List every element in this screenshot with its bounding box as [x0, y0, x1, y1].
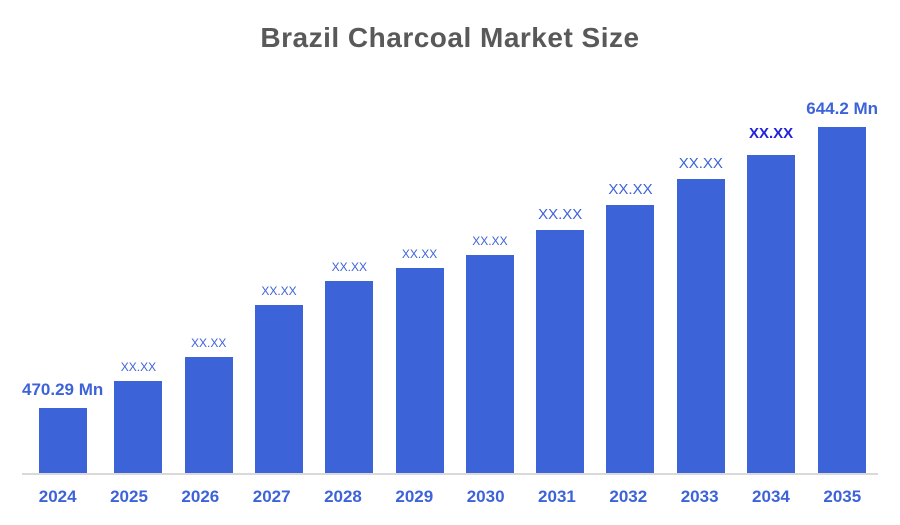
bar-value-label: XX.XX: [401, 246, 438, 261]
bar-column: XX.XX: [736, 124, 806, 473]
bar-value-label: XX.XX: [472, 233, 508, 248]
x-axis-label: 2031: [538, 487, 576, 506]
bar-column: XX.XX: [455, 233, 525, 473]
chart-title: Brazil Charcoal Market Size: [260, 22, 640, 53]
bar-value-label: XX.XX: [748, 124, 794, 142]
bar-column: 470.29 Mn: [22, 381, 103, 473]
bar-column: XX.XX: [314, 259, 384, 473]
x-axis-label: 2033: [680, 487, 719, 506]
bar-value-label: XX.XX: [120, 359, 157, 374]
x-axis-label: 2029: [395, 487, 434, 506]
x-axis-label: 2035: [823, 487, 862, 506]
bar-column: 644.2 Mn: [806, 100, 878, 473]
bar-value-label: XX.XX: [608, 180, 653, 198]
bar-column: XX.XX: [384, 246, 454, 473]
bar: [606, 205, 655, 473]
x-axis-line: [22, 473, 878, 475]
bar-column: XX.XX: [174, 335, 244, 473]
x-axis-label: 2026: [181, 487, 220, 506]
x-axis-label: 2034: [752, 487, 790, 506]
bar: [255, 305, 303, 473]
bar: [395, 268, 444, 473]
x-axis-labels: 2024 2025 2026 2027 2028 2029 2030 2031 2032 2033…: [22, 487, 878, 507]
bar: [747, 155, 796, 473]
bar: [465, 255, 514, 473]
bar-value-label: XX.XX: [678, 154, 723, 172]
bar: [184, 357, 233, 473]
bar-value-label: XX.XX: [331, 259, 367, 274]
bar: [38, 408, 87, 473]
bar: [114, 381, 163, 473]
bar-value-label: XX.XX: [191, 335, 227, 350]
plot-area: 470.29 Mn XX.XX XX.XX XX.XX XX.XX XX.XX XX.XX X…: [22, 85, 878, 473]
bar-value-label: XX.XX: [538, 205, 583, 223]
bar-column: XX.XX: [103, 359, 173, 473]
bar-value-label: XX.XX: [261, 283, 297, 298]
x-axis-label: 2025: [110, 487, 148, 506]
x-axis-label: 2032: [609, 487, 648, 506]
x-axis-label: 2030: [466, 487, 505, 506]
bar-value-label: 470.29 Mn: [22, 380, 104, 400]
x-axis-label: 2024: [38, 487, 77, 506]
bar-column: XX.XX: [666, 154, 736, 473]
bar-column: XX.XX: [244, 283, 314, 473]
bar: [325, 281, 374, 473]
bar: [818, 127, 867, 473]
x-axis-label: 2027: [252, 487, 291, 506]
x-axis-label: 2028: [324, 487, 362, 506]
bar-column: XX.XX: [595, 180, 665, 473]
bar: [536, 230, 585, 473]
bar-value-label: 644.2 Mn: [806, 99, 879, 119]
chart-body: 470.29 Mn XX.XX XX.XX XX.XX XX.XX XX.XX XX.XX X…: [22, 85, 878, 507]
bar-column: XX.XX: [525, 205, 595, 473]
bar: [676, 179, 725, 473]
